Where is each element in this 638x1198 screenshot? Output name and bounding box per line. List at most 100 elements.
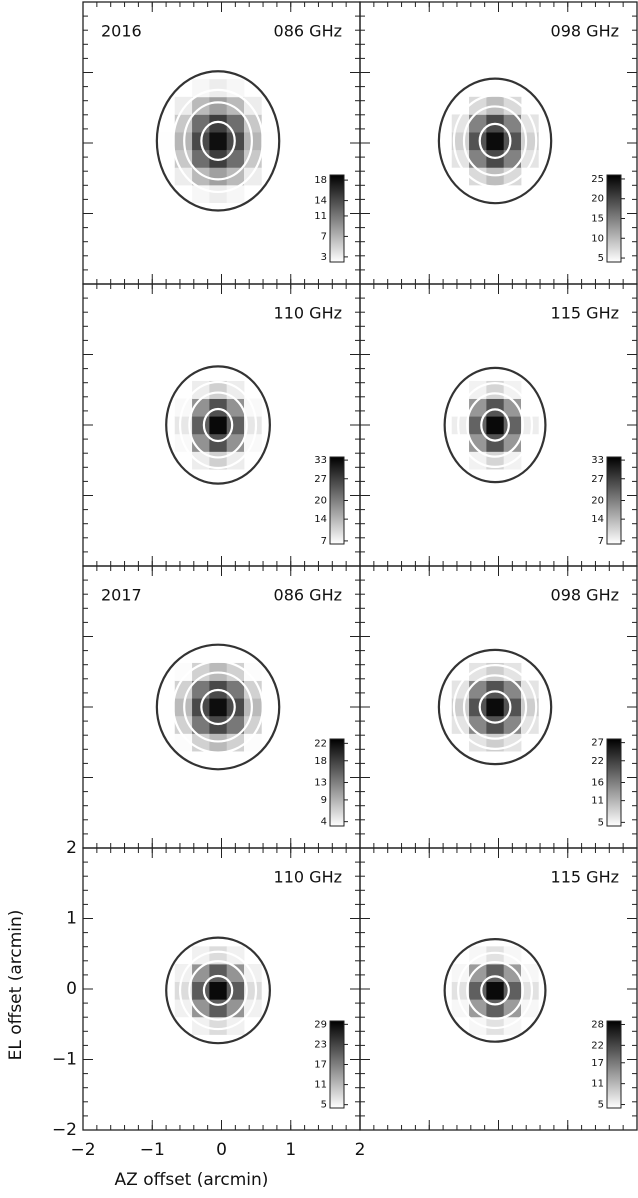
pixel (209, 96, 228, 115)
pixel (503, 114, 522, 133)
pixel (174, 167, 193, 186)
pixel (503, 698, 522, 717)
pixel (469, 149, 487, 168)
colorbar (606, 738, 622, 827)
contour (165, 365, 271, 485)
x-tick-label: 0 (216, 1140, 227, 1160)
pixel (486, 398, 505, 417)
pixel (503, 433, 522, 452)
pixel (244, 416, 262, 435)
contour (457, 951, 534, 1030)
pixel (226, 167, 245, 186)
contour (183, 101, 253, 181)
colorbar-tick-label: 17 (314, 1060, 327, 1071)
pixel (486, 1016, 505, 1035)
colorbar-tick-label: 27 (591, 738, 604, 749)
colorbar-tick-label: 25 (591, 174, 604, 185)
contour (165, 936, 271, 1045)
pixel (244, 96, 262, 115)
colorbar-tick-label: 27 (591, 474, 604, 485)
pixel (192, 963, 210, 982)
frequency-label: 115 GHz (551, 868, 619, 887)
colorbar-tick-label: 7 (598, 536, 604, 547)
pixel (209, 963, 228, 982)
panel: 115 GHz 5 11 17 22 28 (359, 847, 638, 1131)
beam-map (165, 936, 271, 1045)
contour (188, 960, 248, 1021)
colorbar (606, 456, 622, 545)
pixel (521, 416, 539, 435)
frequency-label: 110 GHz (274, 868, 342, 887)
pixel (486, 680, 505, 699)
pixel (503, 963, 522, 982)
pixel (469, 433, 487, 452)
x-tick-label: 1 (285, 1140, 296, 1160)
colorbar-tick-label: 4 (321, 817, 327, 828)
colorbar-tick-label: 22 (314, 738, 327, 749)
x-tick-label: −2 (70, 1140, 95, 1160)
colorbar-tick-label: 14 (314, 514, 327, 525)
colorbar-tick-label: 17 (591, 1058, 604, 1069)
pixel (486, 416, 505, 435)
pixel (192, 680, 210, 699)
contour (466, 392, 525, 458)
pixel (192, 416, 210, 435)
colorbar-tick-label: 20 (591, 496, 604, 507)
year-label: 2017 (101, 586, 142, 605)
pixel (209, 167, 228, 186)
pixel (226, 114, 245, 133)
contour (202, 407, 234, 443)
pixel (226, 715, 245, 734)
pixel (503, 149, 522, 168)
frequency-label: 086 GHz (274, 586, 342, 605)
pixel (174, 96, 193, 115)
contour (452, 664, 538, 750)
frequency-label: 115 GHz (551, 304, 619, 323)
pixel (486, 132, 505, 151)
colorbar-tick-label: 14 (314, 196, 327, 207)
panel: 2017 086 GHz 4 9 13 18 22 (82, 565, 361, 849)
colorbar (329, 1020, 345, 1109)
beam-map (437, 77, 553, 205)
pixel (521, 981, 539, 1000)
beam-map (155, 70, 281, 212)
contour (202, 974, 234, 1006)
pixel (209, 380, 228, 399)
pixel (451, 981, 470, 1000)
contour (466, 960, 525, 1020)
frequency-label: 098 GHz (551, 22, 619, 41)
colorbar-tick-label: 5 (598, 1100, 604, 1111)
pixel (486, 433, 505, 452)
pixel (244, 149, 262, 168)
beam-map (165, 365, 271, 485)
contour (480, 975, 510, 1006)
pixel (226, 680, 245, 699)
colorbar-tick-label: 5 (598, 253, 604, 264)
pixel (244, 167, 262, 186)
contour (155, 70, 281, 212)
y-tick-label: 1 (66, 909, 77, 929)
pixel (244, 981, 262, 1000)
colorbar-tick-label: 18 (314, 756, 327, 767)
beam-map (443, 938, 547, 1043)
y-tick-label: −2 (52, 1120, 77, 1140)
pixel (209, 132, 228, 151)
colorbar-tick-label: 9 (321, 795, 327, 806)
pixel (192, 149, 210, 168)
contour (172, 88, 264, 194)
pixel (174, 114, 193, 133)
colorbar-tick-label: 3 (321, 252, 327, 263)
pixel (261, 132, 280, 151)
panel: −2 −1 0 1 2 −2 −1 0 1 2 AZ offset (arcmin) EL offse… (6, 838, 365, 1190)
pixel (469, 132, 487, 151)
y-axis-label: EL offset (arcmin) (6, 910, 26, 1061)
colorbar-tick-label: 33 (591, 455, 604, 466)
colorbar-tick-label: 20 (314, 496, 327, 507)
panel: 098 GHz 5 11 16 22 27 (359, 565, 638, 849)
contour (437, 648, 553, 766)
contour (172, 660, 264, 754)
contour (478, 690, 512, 724)
contour (183, 671, 253, 743)
pixel (209, 981, 228, 1000)
contour (155, 643, 281, 771)
